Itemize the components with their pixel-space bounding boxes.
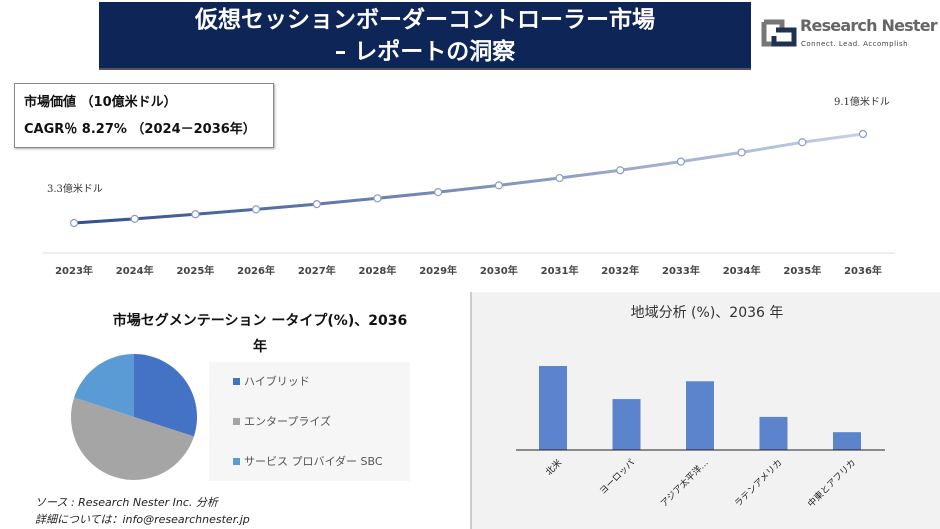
data-point xyxy=(555,173,564,183)
legend-swatch xyxy=(233,458,240,465)
data-point xyxy=(130,214,139,223)
pie-slice xyxy=(134,354,197,437)
x-tick-label: 2027年 xyxy=(297,266,336,277)
pie-legend: ハイブリッド エンタープライズ サービス プロバイダー SBC xyxy=(209,362,410,481)
pie-chart-title: 市場セグメンテーション ータイプ(%)、2036 年 xyxy=(60,308,460,360)
x-tick-label: 2035年 xyxy=(783,266,822,277)
legend-swatch xyxy=(233,418,240,425)
source-note: ソース : Research Nester Inc. 分析 詳細については：in… xyxy=(35,494,250,528)
pie-slice xyxy=(74,354,134,417)
start-value-annotation: 3.3億米ドル xyxy=(47,184,103,195)
cagr-label: CAGR％ 8.27% （2024－2036年） xyxy=(24,122,256,137)
x-tick-label: 2036年 xyxy=(844,266,882,277)
data-point xyxy=(676,157,686,166)
legend-item-hybrid: ハイブリッド xyxy=(233,374,310,389)
source-text: ソース : Research Nester Inc. 分析 xyxy=(35,496,218,509)
data-point xyxy=(434,188,443,197)
x-tick-label: 2029年 xyxy=(419,266,458,277)
data-point xyxy=(251,205,261,214)
pie-slice xyxy=(71,397,194,480)
region-chart-title: 地域分析 (%)、2036 年 xyxy=(630,305,784,321)
legend-label: エンタープライズ xyxy=(244,415,332,428)
market-info-box: 市場価値 （10億米ドル） CAGR％ 8.27% （2024－2036年） xyxy=(14,83,274,148)
bar xyxy=(759,416,788,450)
data-point xyxy=(494,181,503,190)
pie-title-line-2: 年 xyxy=(253,339,267,355)
x-tick-label: 2030年 xyxy=(479,266,518,277)
region-bar-chart-panel: 地域分析 (%)、2036 年 北米 ヨーロッパ アジア太平洋… ラテンアメリカ 中東と… xyxy=(470,292,940,529)
bar xyxy=(612,399,641,450)
bar xyxy=(686,381,714,450)
pie-title-line-1: 市場セグメンテーション ータイプ(%)、2036 xyxy=(112,313,408,329)
contact-text: 詳細については：info@researchnester.jp xyxy=(35,513,250,526)
research-nester-logo: Research Nester Connect. Lead. Accomplis… xyxy=(760,16,938,54)
bar xyxy=(833,432,861,450)
data-point xyxy=(373,194,382,203)
x-tick-label: 2023年 xyxy=(55,266,93,277)
legend-label: サービス プロバイダー SBC xyxy=(244,455,383,468)
data-point xyxy=(798,138,807,147)
data-point xyxy=(737,148,746,157)
title-line-2: – レポートの洞察 xyxy=(334,39,516,65)
legend-item-enterprise: エンタープライズ xyxy=(233,414,331,429)
data-point xyxy=(312,200,321,209)
x-tick-label: 2033年 xyxy=(662,266,700,277)
title-line-1: 仮想セッションボーダーコントローラー市場 xyxy=(195,7,655,33)
data-point xyxy=(616,166,625,175)
x-tick-label: 2024年 xyxy=(115,266,154,277)
bar xyxy=(539,366,567,450)
x-tick-label: 2031年 xyxy=(540,266,579,277)
market-line-chart xyxy=(43,129,895,254)
data-point xyxy=(69,218,79,228)
end-value-annotation: 9.1億米ドル xyxy=(834,97,890,108)
legend-item-service-provider: サービス プロバイダー SBC xyxy=(233,454,383,469)
logo-tagline: Connect. Lead. Accomplish xyxy=(801,40,909,48)
legend-swatch xyxy=(233,378,240,385)
x-tick-label: 2032年 xyxy=(601,266,640,277)
market-value-label: 市場価値 （10億米ドル） xyxy=(24,95,177,110)
series-line xyxy=(73,132,864,225)
logo-icon xyxy=(761,19,797,47)
data-point xyxy=(191,210,200,219)
x-tick-label: 2025年 xyxy=(176,266,215,277)
x-tick-label: 2028年 xyxy=(358,266,397,277)
report-title-banner: 仮想セッションボーダーコントローラー市場 – レポートの洞察 xyxy=(99,2,751,70)
region-bar-chart xyxy=(516,366,885,451)
x-tick-label: 2034年 xyxy=(722,266,761,277)
x-tick-label: 2026年 xyxy=(237,266,275,277)
data-point xyxy=(858,129,868,139)
segment-pie-chart xyxy=(71,354,197,480)
legend-label: ハイブリッド xyxy=(244,375,310,388)
logo-name: Research Nester xyxy=(800,16,938,35)
